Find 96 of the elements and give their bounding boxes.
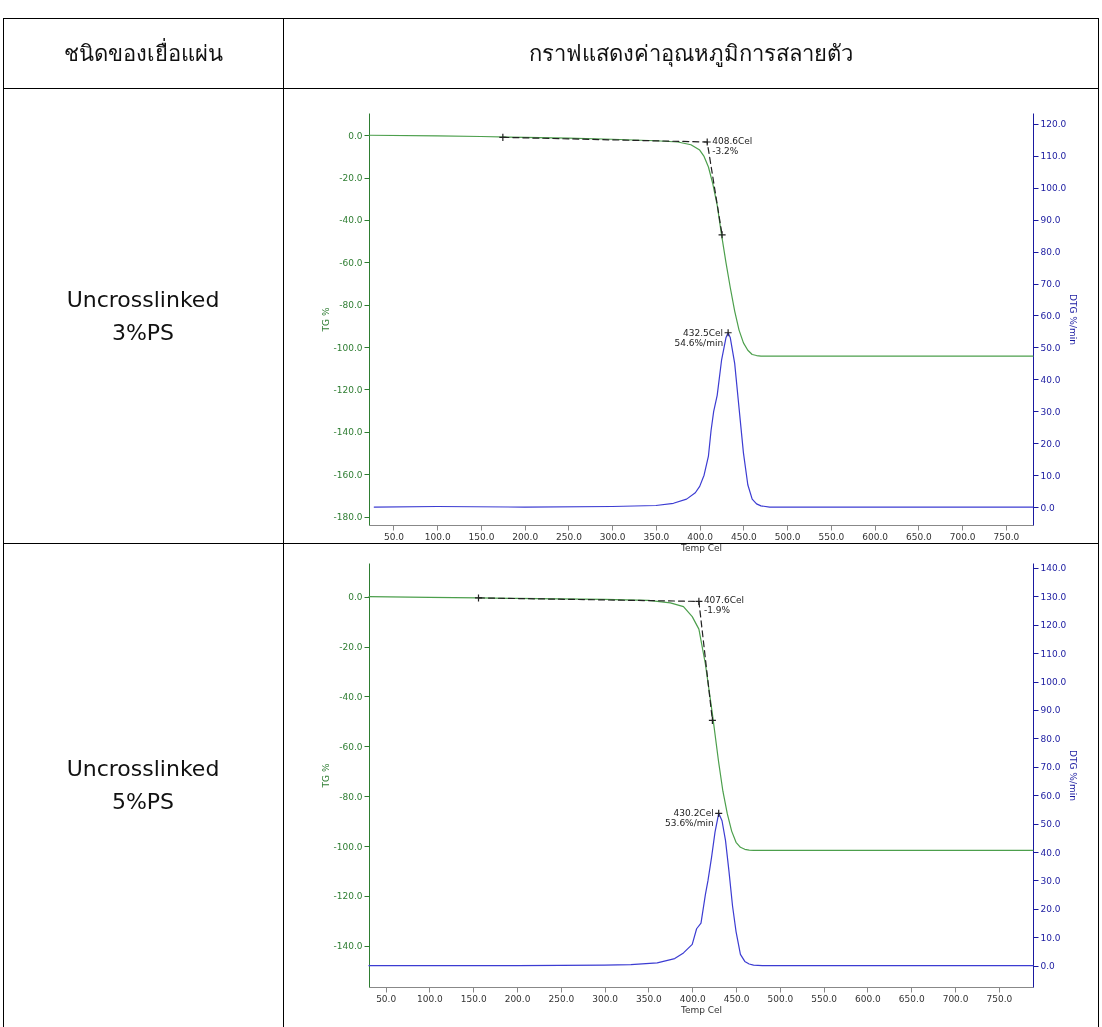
x-tick-label: 200.0: [512, 531, 539, 542]
y2-tick-label: 70.0: [1040, 762, 1061, 773]
y-tick-label: -40.0: [339, 215, 363, 226]
y-tick-label: -60.0: [339, 257, 363, 268]
y2-tick-label: 30.0: [1040, 875, 1061, 886]
point: [703, 137, 712, 147]
x-tick-label: 150.0: [460, 993, 487, 1004]
x-tick-label: 600.0: [862, 531, 889, 542]
x-tick-label: 400.0: [687, 531, 714, 542]
y-tick-label: -120.0: [333, 891, 363, 902]
x-tick-label: 250.0: [548, 993, 575, 1004]
y2-tick-label: 120.0: [1040, 620, 1067, 631]
x-axis-title: Temp Cel: [679, 542, 723, 553]
y2-tick-label: 110.0: [1040, 151, 1067, 162]
y2-tick-label: 140.0: [1040, 563, 1067, 574]
point: [717, 230, 727, 239]
annotation: 430.2Cel 53.6%/min: [665, 808, 714, 829]
y-axis-title: TG %: [321, 763, 332, 789]
y2-tick-label: 0.0: [1040, 961, 1056, 972]
x-tick-label: 300.0: [599, 531, 626, 542]
x-tick-label: 600.0: [855, 993, 882, 1004]
y2-tick-label: 100.0: [1040, 677, 1067, 687]
point: [694, 597, 704, 606]
line-series: [368, 596, 1034, 851]
x-tick-label: 700.0: [942, 993, 969, 1004]
x-tick-label: 550.0: [818, 531, 845, 542]
y2-tick-label: 80.0: [1040, 247, 1061, 258]
x-tick-label: 400.0: [679, 993, 706, 1004]
y2-tick-label: 50.0: [1040, 819, 1061, 830]
text: กราฟแสดงค่าอุณหภูมิการสลายตัว: [527, 39, 854, 69]
x-tick-label: 750.0: [986, 993, 1013, 1004]
y2-tick-label: 90.0: [1040, 215, 1061, 226]
y2-tick-label: 10.0: [1040, 470, 1061, 481]
y-tick-label: -100.0: [333, 342, 363, 353]
x-tick-label: 500.0: [774, 531, 801, 542]
y-tick-label: -20.0: [339, 173, 363, 184]
y-tick-label: -160.0: [333, 469, 363, 480]
y2-tick-label: 100.0: [1040, 183, 1067, 194]
annotation: 408.6Cel -3.2%: [712, 136, 753, 157]
y2-tick-label: 130.0: [1040, 591, 1067, 602]
y2-axis-title: DTG %/min: [1068, 750, 1079, 801]
annotation: 432.5Cel 54.6%/min: [674, 327, 724, 348]
x-tick-label: 350.0: [643, 531, 670, 542]
y2-tick-label: 110.0: [1040, 648, 1067, 659]
y2-tick-label: 0.0: [1040, 502, 1056, 513]
y-tick-label: -60.0: [339, 741, 363, 752]
x-tick-label: 200.0: [504, 993, 531, 1004]
annotation: 407.6Cel -1.9%: [703, 595, 744, 616]
x-tick-label: 550.0: [811, 993, 838, 1004]
y2-tick-label: 70.0: [1040, 279, 1061, 290]
point: [474, 593, 483, 603]
x-tick-label: 450.0: [731, 531, 758, 542]
y-tick-label: 0.0: [348, 592, 363, 603]
y2-tick-label: 20.0: [1040, 438, 1061, 449]
y2-tick-label: 40.0: [1040, 374, 1061, 385]
y-tick-label: 0.0: [348, 130, 363, 141]
text: Uncrosslinked 3%PS: [65, 285, 221, 347]
y-tick-label: -140.0: [333, 941, 363, 952]
y2-tick-label: 60.0: [1040, 790, 1061, 801]
x-tick-label: 50.0: [383, 531, 405, 542]
x-tick-label: 250.0: [556, 531, 583, 542]
y2-tick-label: 80.0: [1040, 733, 1061, 744]
y2-tick-label: 90.0: [1040, 705, 1061, 716]
text: ชนิดของเยื่อแผ่น: [62, 37, 224, 68]
x-tick-label: 50.0: [376, 993, 397, 1004]
line-series: [368, 134, 1034, 357]
y-tick-label: -140.0: [333, 427, 363, 438]
y-tick-label: -80.0: [339, 791, 363, 802]
x-tick-label: 150.0: [468, 531, 495, 542]
x-axis-title: Temp Cel: [679, 1004, 723, 1015]
x-tick-label: 700.0: [949, 531, 976, 542]
y2-tick-label: 50.0: [1040, 342, 1061, 353]
y-axis-title: TG %: [321, 307, 332, 333]
x-tick-label: 100.0: [424, 531, 451, 542]
y2-tick-label: 40.0: [1040, 847, 1061, 858]
y-tick-label: -20.0: [339, 642, 363, 653]
x-tick-label: 650.0: [906, 531, 933, 542]
y-tick-label: -180.0: [333, 512, 363, 523]
x-tick-label: 100.0: [417, 993, 444, 1004]
x-tick-label: 500.0: [767, 993, 794, 1004]
y-tick-label: -80.0: [339, 300, 363, 311]
x-tick-label: 450.0: [723, 993, 750, 1004]
x-tick-label: 650.0: [898, 993, 925, 1004]
y2-tick-label: 120.0: [1040, 119, 1067, 130]
y-tick-label: -100.0: [333, 841, 363, 852]
y2-tick-label: 10.0: [1040, 932, 1061, 943]
x-tick-label: 750.0: [993, 531, 1020, 542]
x-tick-label: 350.0: [636, 993, 663, 1004]
y2-tick-label: 30.0: [1040, 406, 1061, 417]
y2-tick-label: 20.0: [1040, 904, 1061, 915]
y-tick-label: -120.0: [333, 384, 363, 395]
text: Uncrosslinked 5%PS: [65, 755, 221, 816]
x-tick-label: 300.0: [592, 993, 619, 1004]
y2-tick-label: 60.0: [1040, 310, 1061, 321]
y-tick-label: -40.0: [339, 691, 363, 702]
y2-axis-title: DTG %/min: [1068, 294, 1079, 345]
